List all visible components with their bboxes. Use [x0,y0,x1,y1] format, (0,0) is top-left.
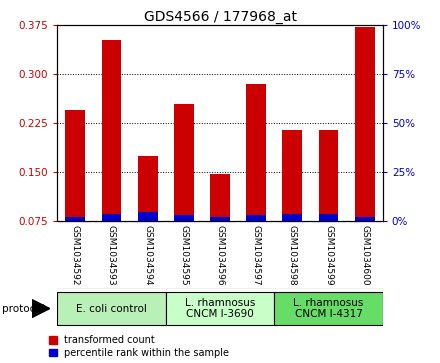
Text: GSM1034599: GSM1034599 [324,225,333,285]
Text: GSM1034592: GSM1034592 [71,225,80,285]
Bar [246,84,266,270]
Bar [138,212,158,221]
Polygon shape [32,300,50,317]
Text: GSM1034594: GSM1034594 [143,225,152,285]
Text: protocol: protocol [2,304,45,314]
Text: E. coli control: E. coli control [76,303,147,314]
Text: GSM1034597: GSM1034597 [252,225,260,285]
Bar [274,292,383,325]
Bar [355,27,375,270]
Bar [319,130,338,270]
Bar [210,216,230,221]
Bar [282,213,302,221]
Title: GDS4566 / 177968_at: GDS4566 / 177968_at [143,11,297,24]
Text: GSM1034596: GSM1034596 [216,225,224,285]
Bar [174,104,194,270]
Bar [246,215,266,221]
Text: L. rhamnosus
CNCM I-4317: L. rhamnosus CNCM I-4317 [293,298,364,319]
Bar [102,40,121,270]
Text: L. rhamnosus
CNCM I-3690: L. rhamnosus CNCM I-3690 [185,298,255,319]
Bar [102,213,121,221]
Text: GSM1034598: GSM1034598 [288,225,297,285]
Bar [57,292,166,325]
Bar [319,213,338,221]
Legend: transformed count, percentile rank within the sample: transformed count, percentile rank withi… [49,335,229,358]
Text: GSM1034593: GSM1034593 [107,225,116,285]
Bar [66,110,85,270]
Bar [210,174,230,270]
Bar [355,216,375,221]
Text: GSM1034600: GSM1034600 [360,225,369,285]
Bar [166,292,274,325]
Bar [66,216,85,221]
Bar [282,130,302,270]
Bar [138,156,158,270]
Bar [174,215,194,221]
Text: GSM1034595: GSM1034595 [180,225,188,285]
